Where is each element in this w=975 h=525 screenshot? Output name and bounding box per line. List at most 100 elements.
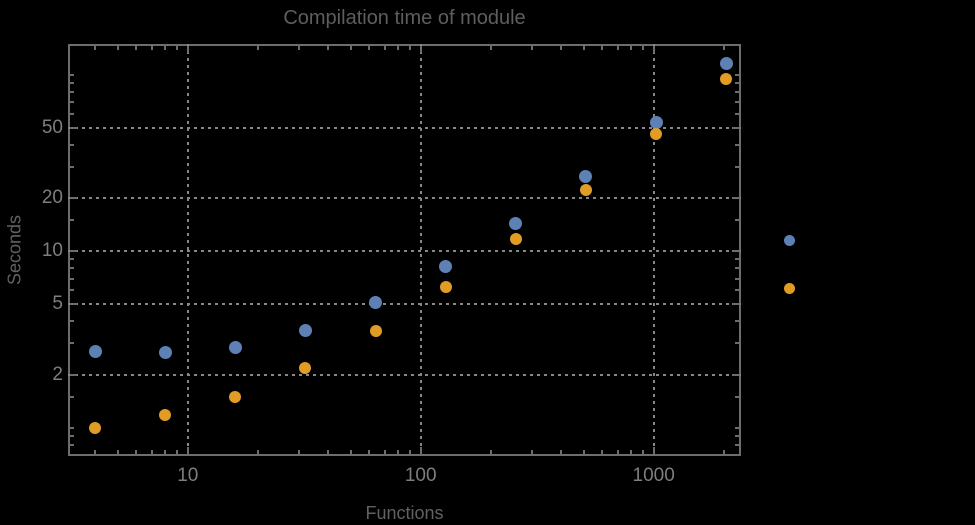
x-tick-top: [530, 46, 533, 50]
y-tick-right: [732, 373, 739, 376]
x-tick-bottom: [135, 450, 138, 454]
x-tick-top: [630, 46, 633, 50]
x-tick-top: [616, 46, 619, 50]
y-tick-left: [70, 101, 74, 104]
x-tick-top: [652, 46, 655, 53]
y-tick-left: [70, 373, 77, 376]
y-tick-left: [70, 127, 77, 130]
data-point-series-2-orange-x16: [229, 390, 242, 403]
x-tick-bottom: [297, 450, 300, 454]
y-tick-left: [70, 303, 77, 306]
x-tick-top: [600, 46, 603, 50]
tick-label-x-10: 10: [177, 465, 199, 486]
x-tick-bottom: [419, 447, 422, 454]
legend-marker-series-2: [784, 283, 795, 294]
tick-label-x-1000: 1000: [632, 465, 675, 486]
data-point-series-2-orange-x128: [439, 280, 452, 293]
y-tick-right: [732, 197, 739, 200]
y-tick-left: [70, 342, 74, 345]
data-point-series-1-blue-x512: [579, 169, 593, 183]
x-tick-bottom: [530, 450, 533, 454]
y-tick-left: [70, 434, 74, 437]
y-tick-right: [735, 434, 739, 437]
data-point-series-1-blue-x256: [509, 217, 523, 231]
plot-frame: [68, 44, 741, 456]
data-point-series-1-blue-x32: [298, 324, 312, 338]
x-tick-bottom: [409, 450, 412, 454]
x-tick-bottom: [582, 450, 585, 454]
x-tick-bottom: [616, 450, 619, 454]
y-tick-right: [735, 91, 739, 94]
gridline-y-5: [68, 303, 741, 306]
y-tick-right: [735, 443, 739, 446]
x-tick-bottom: [150, 450, 153, 454]
y-tick-left: [70, 426, 74, 429]
x-tick-top: [186, 46, 189, 53]
y-tick-left: [70, 82, 74, 85]
x-tick-bottom: [186, 447, 189, 454]
x-tick-top: [116, 46, 119, 50]
y-tick-right: [735, 144, 739, 147]
data-point-series-1-blue-x2048: [719, 57, 733, 71]
y-tick-left: [70, 289, 74, 292]
gridline-y-20: [68, 197, 741, 200]
tick-label-y-20: 20: [41, 187, 63, 209]
data-point-series-2-orange-x8: [159, 408, 172, 421]
data-point-series-2-orange-x1024: [650, 128, 663, 141]
x-tick-bottom: [652, 447, 655, 454]
x-tick-bottom: [256, 450, 259, 454]
legend-marker-series-1: [784, 235, 795, 246]
gridline-x-10: [186, 44, 189, 456]
tick-label-y-50: 50: [41, 117, 63, 139]
x-tick-top: [150, 46, 153, 50]
x-tick-top: [164, 46, 167, 50]
tick-label-y-10: 10: [41, 240, 63, 262]
y-tick-left: [70, 144, 74, 147]
data-point-series-1-blue-x128: [439, 260, 453, 273]
y-tick-left: [70, 113, 74, 116]
x-tick-top: [349, 46, 352, 50]
x-tick-top: [368, 46, 371, 50]
x-tick-bottom: [642, 450, 644, 454]
x-tick-bottom: [94, 450, 97, 454]
data-point-series-2-orange-x32: [299, 362, 312, 375]
data-point-series-2-orange-x512: [579, 183, 592, 196]
tick-label-y-2: 2: [52, 363, 63, 385]
y-tick-right: [735, 320, 739, 323]
x-tick-top: [383, 46, 386, 50]
gridline-y-2: [68, 373, 741, 376]
y-tick-right: [735, 395, 739, 398]
y-tick-left: [70, 197, 77, 200]
x-tick-bottom: [349, 450, 352, 454]
x-tick-top: [176, 46, 179, 50]
gridline-y-10: [68, 250, 741, 253]
x-tick-top: [419, 46, 422, 53]
tick-label-x-100: 100: [404, 465, 437, 486]
y-tick-right: [735, 277, 739, 280]
x-tick-bottom: [489, 450, 492, 454]
x-tick-top: [409, 46, 412, 50]
y-tick-left: [70, 74, 74, 77]
y-tick-right: [735, 74, 739, 77]
data-point-series-1-blue-x1024: [649, 115, 663, 129]
data-point-series-2-orange-x256: [509, 232, 522, 245]
y-tick-right: [732, 303, 739, 306]
y-tick-left: [70, 258, 74, 261]
data-point-series-2-orange-x4: [89, 421, 102, 434]
x-tick-bottom: [397, 450, 400, 454]
x-tick-bottom: [383, 450, 386, 454]
x-tick-bottom: [559, 450, 562, 454]
y-tick-right: [735, 289, 739, 292]
y-tick-left: [70, 320, 74, 323]
x-tick-top: [94, 46, 97, 50]
x-tick-bottom: [116, 450, 119, 454]
x-tick-top: [135, 46, 138, 50]
data-point-series-2-orange-x2048: [720, 72, 733, 85]
y-tick-right: [735, 267, 739, 270]
y-tick-right: [735, 342, 739, 345]
data-point-series-1-blue-x8: [158, 345, 172, 359]
x-tick-bottom: [368, 450, 371, 454]
y-tick-left: [70, 250, 77, 253]
data-point-series-1-blue-x4: [88, 345, 102, 359]
